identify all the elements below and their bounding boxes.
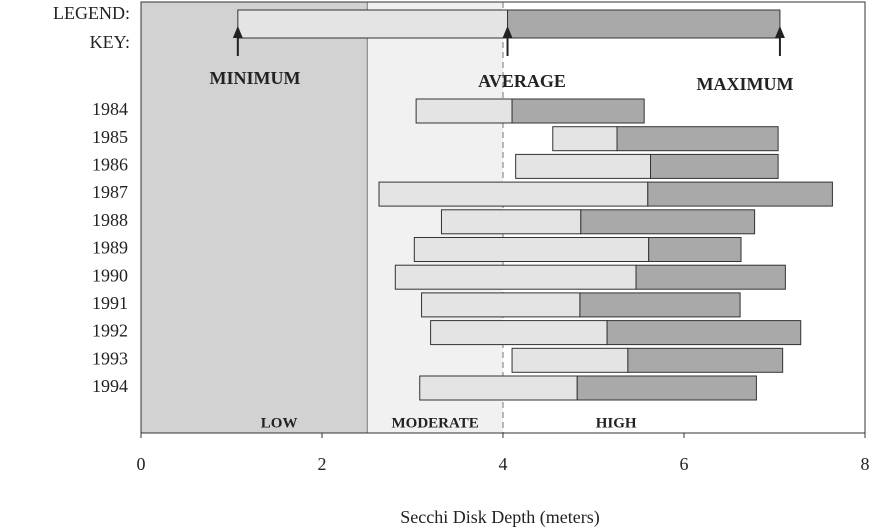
legend-key-label: KEY:	[90, 32, 130, 52]
y-tick-label: 1987	[92, 182, 128, 202]
y-tick-label: 1986	[92, 155, 128, 175]
x-tick-label: 0	[137, 454, 146, 474]
x-tick-label: 4	[499, 454, 508, 474]
legend-entry: MAXIMUM	[697, 74, 794, 94]
bar-avg-max	[576, 375, 757, 401]
bar-min-avg	[511, 347, 629, 373]
x-tick-label: 8	[861, 454, 869, 474]
bar-min-avg	[378, 181, 649, 207]
bar-avg-max	[647, 181, 833, 207]
bar-avg-max	[648, 237, 742, 262]
bar-avg-max	[616, 126, 779, 152]
bar-avg-max	[650, 153, 779, 179]
legend-entry: MINIMUM	[210, 68, 301, 88]
zone-label: LOW	[261, 415, 298, 431]
y-tick-label: 1993	[92, 348, 128, 368]
bar-min-avg	[552, 126, 618, 152]
zone-label: HIGH	[596, 415, 637, 431]
legend-entry: AVERAGE	[478, 71, 566, 91]
x-tick-label: 6	[680, 454, 689, 474]
bar-min-avg	[419, 375, 578, 401]
legend-bar-low	[237, 9, 509, 39]
y-tick-label: 1990	[92, 265, 128, 285]
bar-min-avg	[430, 320, 608, 346]
bar-min-avg	[394, 264, 637, 290]
bar-min-avg	[421, 292, 581, 318]
y-tick-label: 1984	[92, 99, 128, 119]
legend-bar-high	[507, 9, 781, 39]
y-tick-label: 1992	[92, 321, 128, 341]
bar-avg-max	[635, 264, 786, 290]
x-tick-label: 2	[318, 454, 327, 474]
bar-avg-max	[511, 98, 645, 124]
bar-min-avg	[413, 237, 650, 262]
legend-title: LEGEND:	[53, 3, 130, 23]
bar-min-avg	[415, 98, 513, 124]
legend-arrowhead	[502, 26, 513, 38]
y-tick-label: 1989	[92, 238, 128, 258]
legend-arrowhead	[774, 26, 785, 38]
y-tick-label: 1991	[92, 293, 128, 313]
bar-avg-max	[579, 292, 741, 318]
bar-min-avg	[440, 209, 582, 235]
x-axis-label: Secchi Disk Depth (meters)	[400, 507, 599, 528]
y-tick-label: 1994	[92, 376, 128, 396]
legend-arrowhead	[232, 26, 243, 38]
bar-avg-max	[627, 347, 784, 373]
zone	[141, 2, 368, 433]
y-tick-label: 1988	[92, 210, 128, 230]
bar-avg-max	[606, 320, 802, 346]
zone-label: MODERATE	[392, 415, 479, 431]
bar-avg-max	[580, 209, 756, 235]
y-tick-label: 1985	[92, 127, 128, 147]
bar-min-avg	[515, 153, 652, 179]
